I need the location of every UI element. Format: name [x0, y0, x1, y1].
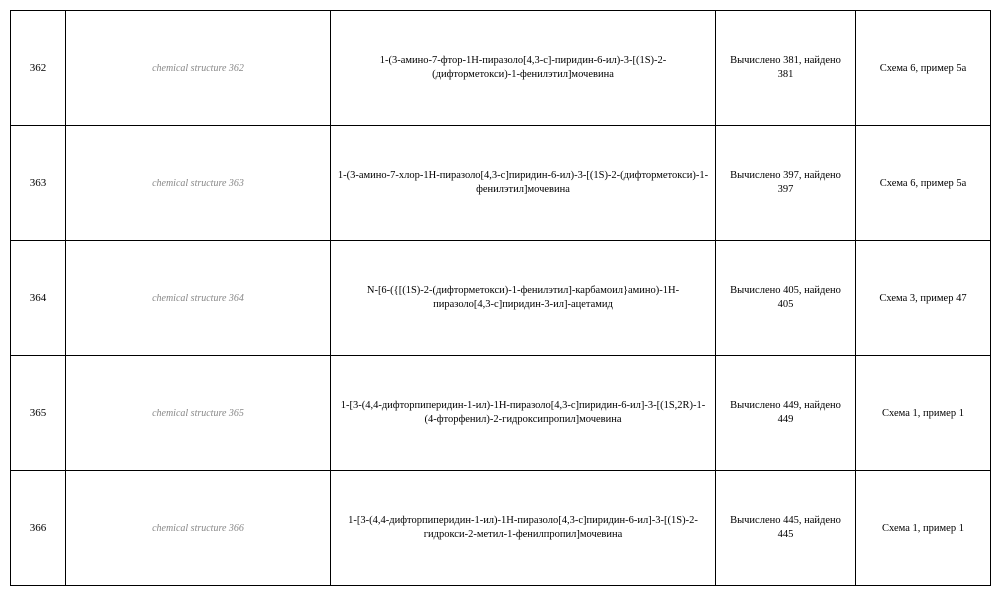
structure-diagram: chemical structure 366: [72, 475, 324, 581]
compound-name-cell: 1-(3-амино-7-фтор-1H-пиразоло[4,3-c]-пир…: [331, 11, 716, 126]
compound-name-cell: 1-[3-(4,4-дифторпиперидин-1-ил)-1H-пираз…: [331, 471, 716, 586]
scheme-cell: Схема 6, пример 5a: [856, 11, 991, 126]
scheme-cell: Схема 1, пример 1: [856, 471, 991, 586]
compound-name-cell: N-[6-({[(1S)-2-(дифторметокси)-1-фенилэт…: [331, 241, 716, 356]
compound-table-body: 362 chemical structure 362 1-(3-амино-7-…: [11, 11, 991, 586]
structure-cell: chemical structure 366: [66, 471, 331, 586]
compound-id-cell: 366: [11, 471, 66, 586]
structure-diagram: chemical structure 363: [72, 130, 324, 236]
mass-cell: Вычислено 381, найдено 381: [716, 11, 856, 126]
structure-cell: chemical structure 365: [66, 356, 331, 471]
compound-id-cell: 364: [11, 241, 66, 356]
mass-cell: Вычислено 405, найдено 405: [716, 241, 856, 356]
structure-diagram: chemical structure 362: [72, 15, 324, 121]
scheme-cell: Схема 3, пример 47: [856, 241, 991, 356]
scheme-cell: Схема 1, пример 1: [856, 356, 991, 471]
structure-cell: chemical structure 363: [66, 126, 331, 241]
table-row: 362 chemical structure 362 1-(3-амино-7-…: [11, 11, 991, 126]
table-row: 363 chemical structure 363 1-(3-амино-7-…: [11, 126, 991, 241]
structure-diagram: chemical structure 365: [72, 360, 324, 466]
compound-name-cell: 1-[3-(4,4-дифторпиперидин-1-ил)-1H-пираз…: [331, 356, 716, 471]
compound-name-cell: 1-(3-амино-7-хлор-1H-пиразоло[4,3-c]пири…: [331, 126, 716, 241]
structure-cell: chemical structure 362: [66, 11, 331, 126]
table-row: 364 chemical structure 364 N-[6-({[(1S)-…: [11, 241, 991, 356]
scheme-cell: Схема 6, пример 5a: [856, 126, 991, 241]
table-row: 366 chemical structure 366 1-[3-(4,4-диф…: [11, 471, 991, 586]
mass-cell: Вычислено 449, найдено 449: [716, 356, 856, 471]
compound-id-cell: 362: [11, 11, 66, 126]
structure-diagram: chemical structure 364: [72, 245, 324, 351]
compound-table: 362 chemical structure 362 1-(3-амино-7-…: [10, 10, 991, 586]
compound-id-cell: 365: [11, 356, 66, 471]
compound-id-cell: 363: [11, 126, 66, 241]
mass-cell: Вычислено 445, найдено 445: [716, 471, 856, 586]
mass-cell: Вычислено 397, найдено 397: [716, 126, 856, 241]
structure-cell: chemical structure 364: [66, 241, 331, 356]
table-row: 365 chemical structure 365 1-[3-(4,4-диф…: [11, 356, 991, 471]
